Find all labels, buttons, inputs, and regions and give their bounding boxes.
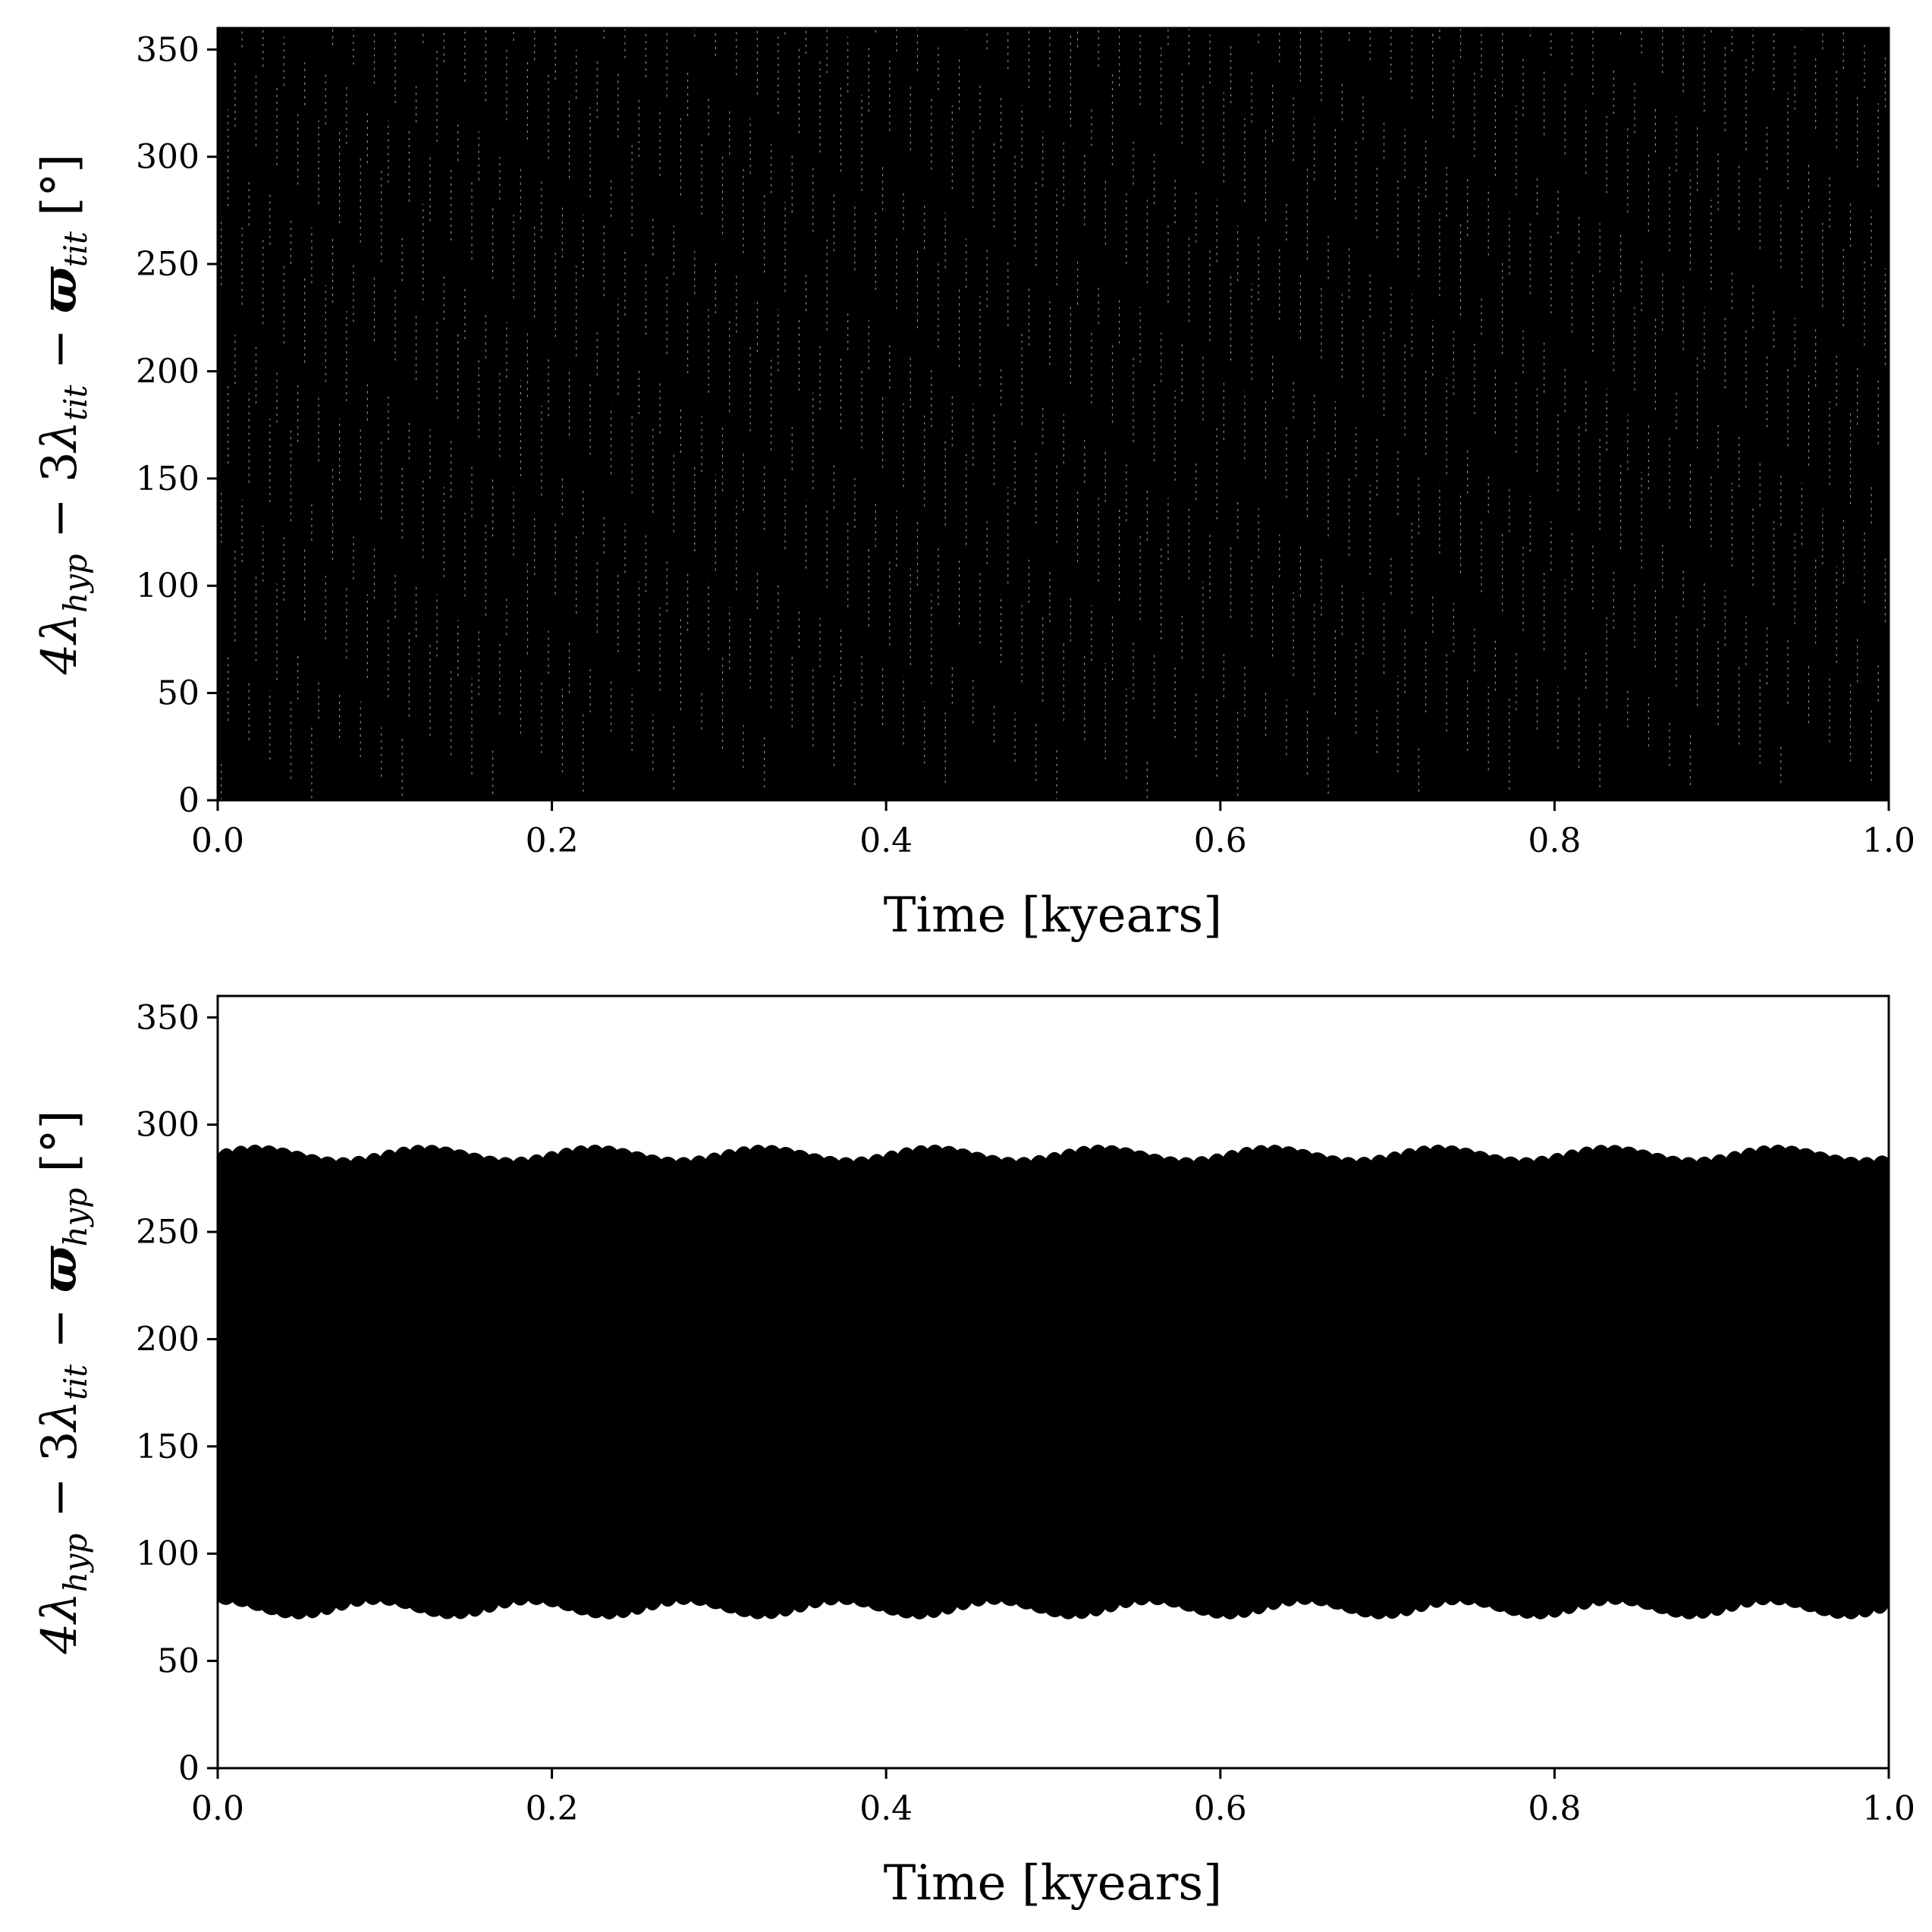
y-axis-label-top: 4λhyp − 3λtit − ϖtit [°] bbox=[31, 154, 94, 675]
ylabel-lambda-tit: λ bbox=[32, 421, 88, 454]
y-axis-ticks-top: 0 50 100 150 200 250 300 350 bbox=[136, 30, 218, 820]
y-tick-label: 250 bbox=[136, 1213, 199, 1252]
ylabel-lambda-tit: λ bbox=[32, 1400, 88, 1434]
y-tick-label: 150 bbox=[136, 1428, 199, 1466]
y-tick-label: 250 bbox=[136, 245, 199, 284]
y-tick-label: 200 bbox=[136, 1320, 199, 1359]
ylabel-lambda-hyp: λ bbox=[32, 1592, 88, 1626]
ylabel-varpi: ϖ bbox=[31, 265, 88, 313]
ylabel-minus: − bbox=[32, 1293, 88, 1364]
ylabel-unit: [°] bbox=[32, 154, 88, 231]
x-tick-label: 0.6 bbox=[1194, 821, 1247, 860]
ylabel-unit: [°] bbox=[32, 1111, 88, 1188]
y-tick-label: 0 bbox=[178, 1749, 199, 1788]
x-tick-label: 0.0 bbox=[191, 1789, 244, 1828]
ylabel-sub-hyp: hyp bbox=[57, 554, 94, 613]
series-band bbox=[218, 1145, 1889, 1619]
ylabel-sub-varpi: hyp bbox=[57, 1188, 94, 1247]
x-axis-label-top: Time [kyears] bbox=[884, 887, 1222, 944]
data-marks-bottom bbox=[218, 1145, 1889, 1619]
y-tick-label: 100 bbox=[136, 567, 199, 605]
x-tick-label: 0.8 bbox=[1528, 821, 1581, 860]
x-tick-label: 0.2 bbox=[526, 821, 579, 860]
x-tick-label: 0.8 bbox=[1528, 1789, 1581, 1828]
chart-bottom: 0 50 100 150 200 250 300 350 0.0 0.2 0.4 0.6 0.8 1.0… bbox=[31, 994, 1915, 1912]
y-tick-label: 350 bbox=[136, 30, 199, 69]
ylabel-lambda-hyp: λ bbox=[32, 613, 88, 646]
x-tick-label: 1.0 bbox=[1862, 1789, 1915, 1828]
plot-frame-top bbox=[216, 27, 1890, 802]
plot-frame-bottom bbox=[216, 994, 1890, 1770]
ylabel-varpi: ϖ bbox=[31, 1245, 88, 1293]
y-tick-label: 0 bbox=[178, 781, 199, 820]
y-tick-label: 150 bbox=[136, 460, 199, 498]
x-axis-ticks-bottom: 0.0 0.2 0.4 0.6 0.8 1.0 bbox=[191, 1768, 1915, 1828]
series-band bbox=[218, 28, 1889, 800]
ylabel-minus: − bbox=[32, 313, 88, 385]
y-tick-label: 300 bbox=[136, 1106, 199, 1145]
y-tick-label: 50 bbox=[157, 1642, 199, 1681]
data-marks-top bbox=[218, 28, 1889, 800]
ylabel-prefix: 4 bbox=[32, 1623, 88, 1655]
y-tick-label: 300 bbox=[136, 138, 199, 177]
ylabel-sub-varpi: tit bbox=[57, 231, 94, 267]
ylabel-sub-hyp: hyp bbox=[57, 1534, 94, 1593]
y-tick-label: 350 bbox=[136, 998, 199, 1037]
ylabel-sub-tit: tit bbox=[57, 1365, 94, 1400]
x-tick-label: 0.2 bbox=[526, 1789, 579, 1828]
x-axis-ticks-top: 0.0 0.2 0.4 0.6 0.8 1.0 bbox=[191, 800, 1915, 860]
ylabel-prefix: 4 bbox=[32, 644, 88, 676]
y-axis-ticks-bottom: 0 50 100 150 200 250 300 350 bbox=[136, 998, 218, 1788]
x-tick-label: 0.4 bbox=[859, 821, 913, 860]
chart-top: 0 50 100 150 200 250 300 350 0.0 0.2 0.4 0.6 0.8 1.0… bbox=[31, 27, 1915, 944]
y-tick-label: 100 bbox=[136, 1535, 199, 1573]
y-tick-label: 50 bbox=[157, 674, 199, 713]
ylabel-sub-tit: tit bbox=[57, 385, 94, 420]
x-tick-label: 0.4 bbox=[859, 1789, 913, 1828]
x-tick-label: 0.6 bbox=[1194, 1789, 1247, 1828]
ylabel-minus3: − 3 bbox=[32, 1431, 88, 1533]
x-tick-label: 1.0 bbox=[1862, 821, 1915, 860]
x-axis-label-bottom: Time [kyears] bbox=[884, 1855, 1222, 1912]
ylabel-minus3: − 3 bbox=[32, 451, 88, 554]
y-tick-label: 200 bbox=[136, 352, 199, 391]
y-axis-label-bottom: 4λhyp − 3λtit − ϖhyp [°] bbox=[31, 1111, 94, 1655]
circulation-streaks bbox=[221, 28, 1886, 800]
x-tick-label: 0.0 bbox=[191, 821, 244, 860]
